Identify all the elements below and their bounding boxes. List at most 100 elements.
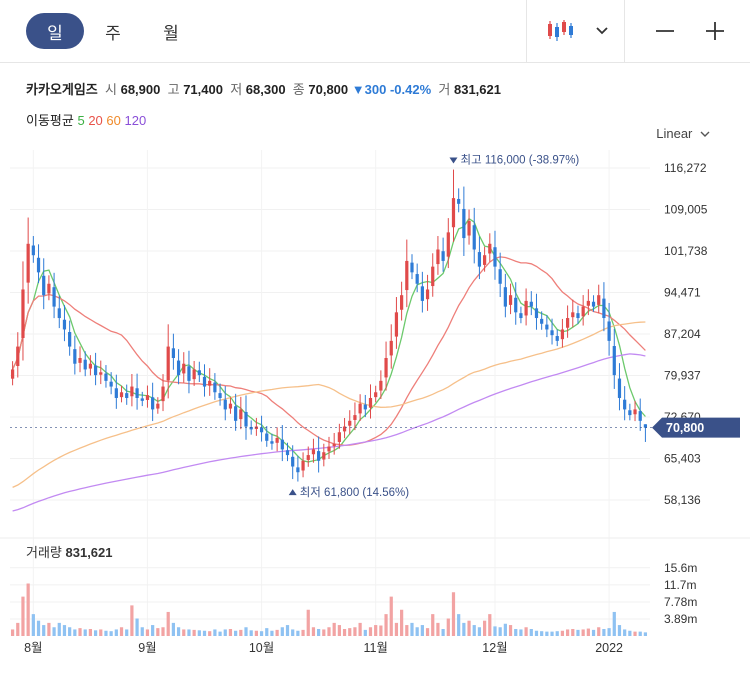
stock-info: 카카오게임즈 시 68,900 고 71,400 저 68,300 종 70,8… bbox=[26, 79, 501, 98]
candle-body bbox=[394, 312, 399, 337]
volume-bar bbox=[26, 583, 30, 636]
candle-body bbox=[228, 403, 233, 409]
volume-bar bbox=[508, 625, 513, 636]
volume-bar bbox=[493, 626, 497, 636]
scale-toggle-button[interactable]: Linear bbox=[656, 126, 710, 141]
volume-tick-label: 15.6m bbox=[664, 561, 697, 575]
candle-body bbox=[571, 312, 575, 318]
volume-bar bbox=[140, 627, 144, 636]
chart-type-button[interactable] bbox=[540, 13, 580, 49]
candle-body bbox=[508, 295, 513, 305]
min-marker bbox=[288, 489, 297, 496]
candle-body bbox=[415, 274, 419, 284]
candle-body bbox=[265, 433, 269, 441]
candle-body bbox=[425, 289, 430, 300]
candle-body bbox=[597, 295, 601, 305]
low-value: 68,300 bbox=[245, 82, 286, 97]
ma5-line bbox=[12, 217, 646, 463]
volume-tick-label: 3.89m bbox=[664, 612, 697, 626]
period-tab-day[interactable]: 일 bbox=[26, 13, 84, 49]
volume-bar bbox=[145, 629, 150, 636]
volume-bar bbox=[52, 627, 56, 636]
volume-bar bbox=[68, 627, 72, 636]
candle-body bbox=[623, 399, 627, 410]
volume-bar bbox=[545, 631, 549, 636]
volume-bar bbox=[234, 630, 238, 636]
volume-bar bbox=[415, 627, 419, 636]
candle-body bbox=[555, 336, 559, 341]
volume-bar bbox=[565, 629, 570, 636]
candle-body bbox=[244, 411, 248, 427]
volume-bar bbox=[119, 627, 124, 636]
volume-bar bbox=[514, 629, 518, 636]
y-tick-label: 58,136 bbox=[664, 493, 701, 507]
candle-body bbox=[327, 446, 331, 452]
zoom-in-button[interactable] bbox=[698, 13, 732, 49]
candle-body bbox=[534, 308, 539, 319]
volume-bar bbox=[358, 622, 362, 636]
low-label: 저 bbox=[230, 82, 243, 97]
candle-body bbox=[581, 306, 585, 317]
candle-body bbox=[202, 376, 207, 387]
candle-body bbox=[130, 386, 134, 397]
chart-type-dropdown[interactable] bbox=[590, 13, 614, 49]
volume-bar bbox=[285, 625, 290, 636]
candle-body bbox=[431, 266, 435, 287]
candle-body bbox=[462, 208, 466, 239]
candle-body bbox=[140, 398, 144, 401]
candle-body bbox=[353, 415, 357, 420]
candle-body bbox=[400, 295, 404, 310]
volume-bar bbox=[10, 629, 15, 636]
volume-bar bbox=[472, 625, 476, 636]
volume-bar bbox=[457, 614, 461, 636]
candle-body bbox=[550, 330, 554, 336]
period-tab-week[interactable]: 주 bbox=[105, 23, 121, 43]
candle-body bbox=[311, 449, 316, 455]
volume-bar bbox=[436, 622, 440, 636]
x-tick-label: 11월 bbox=[363, 641, 387, 655]
candle-body bbox=[301, 460, 305, 471]
volume-bar bbox=[135, 618, 139, 636]
y-tick-label: 79,937 bbox=[664, 369, 701, 383]
candle-body bbox=[363, 404, 367, 410]
volume-bar bbox=[576, 629, 580, 636]
volume-bar bbox=[244, 627, 248, 636]
x-tick-label: 8월 bbox=[24, 641, 42, 655]
max-annotation: 최고 116,000 (-38.97%) bbox=[460, 154, 579, 167]
volume-bar bbox=[223, 629, 227, 636]
last-price-label: 70,800 bbox=[666, 421, 704, 435]
candle-body bbox=[166, 346, 170, 381]
volume-bar bbox=[462, 622, 466, 636]
chevron-down-icon bbox=[596, 27, 608, 35]
volume-bar bbox=[337, 625, 341, 636]
moving-average-legend: 이동평균 5 20 60 120 bbox=[26, 110, 146, 129]
candle-body bbox=[420, 286, 424, 301]
period-tab-month[interactable]: 월 bbox=[163, 23, 179, 43]
volume-bar bbox=[379, 625, 383, 636]
volume-bar bbox=[114, 629, 118, 636]
candle-body bbox=[514, 297, 518, 313]
ma60-line bbox=[12, 321, 646, 488]
volume-bar bbox=[617, 625, 622, 636]
candle-body bbox=[483, 255, 487, 265]
plus-icon bbox=[706, 22, 724, 40]
candle-body bbox=[280, 439, 284, 450]
candle-body bbox=[254, 426, 258, 429]
volume-bar bbox=[597, 627, 601, 636]
volume-bar bbox=[332, 622, 336, 636]
volume-bar bbox=[384, 614, 388, 636]
volume-bar bbox=[498, 627, 502, 636]
zoom-out-button[interactable] bbox=[648, 13, 682, 49]
candle-body bbox=[477, 252, 482, 267]
minus-icon bbox=[656, 30, 674, 32]
candle-body bbox=[62, 319, 67, 330]
volume-bar bbox=[47, 622, 51, 636]
volume-bar bbox=[176, 627, 181, 636]
volume-bar bbox=[78, 628, 82, 636]
ma120-line bbox=[12, 353, 646, 512]
volume-bar bbox=[571, 629, 575, 636]
scale-label: Linear bbox=[656, 126, 693, 141]
volume-bar bbox=[503, 623, 507, 636]
candle-body bbox=[565, 318, 570, 328]
moving-average-label: 이동평균 bbox=[26, 113, 74, 128]
